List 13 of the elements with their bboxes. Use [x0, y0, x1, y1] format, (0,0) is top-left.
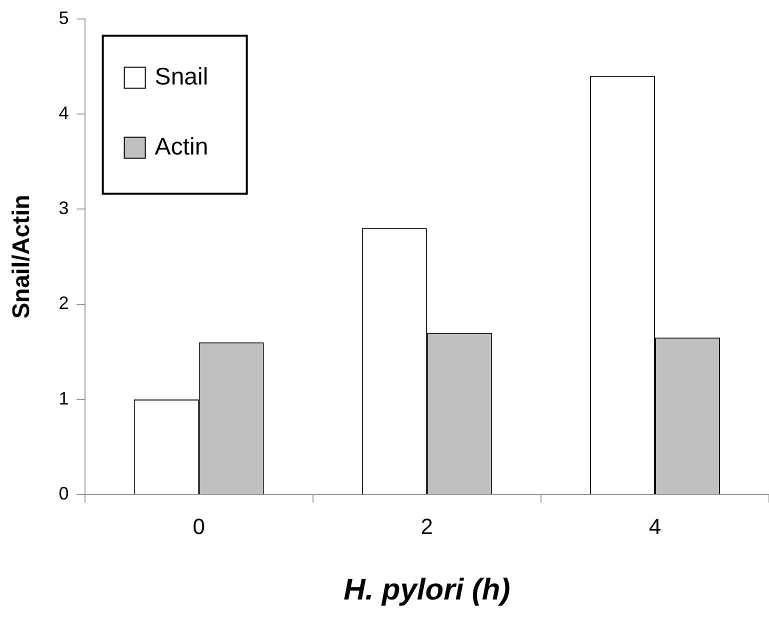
y-axis-title: Snail/Actin	[8, 194, 36, 319]
y-tick-label: 4	[58, 102, 69, 123]
x-tick-label: 4	[648, 514, 662, 539]
x-tick-label: 0	[192, 514, 205, 539]
y-tick-label: 1	[58, 388, 69, 408]
y-tick-label: 2	[58, 293, 69, 314]
y-tick-label: 0	[58, 484, 69, 504]
y-tick-label: 5	[58, 8, 69, 28]
x-tick-label: 2	[420, 514, 434, 539]
legend-label: Actin	[154, 133, 208, 160]
y-tick-label: 3	[58, 198, 69, 218]
legend-label: Snail	[154, 63, 208, 90]
x-axis-title: H. pylori (h)	[344, 573, 510, 606]
